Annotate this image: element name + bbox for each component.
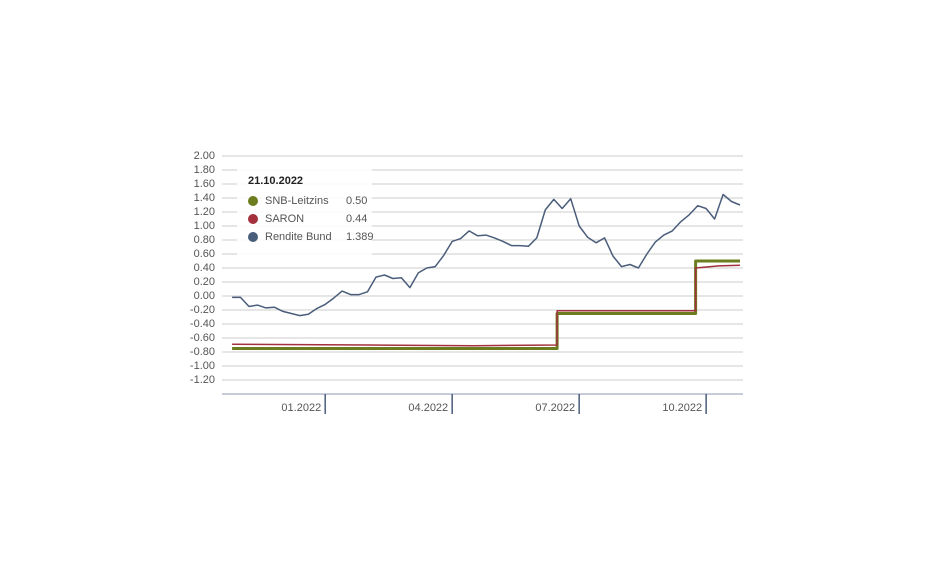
x-tick-label: 10.2022 [662, 402, 702, 414]
legend-value: 0.50 [346, 195, 367, 207]
series-line [232, 193, 741, 317]
y-tick-label: 1.20 [194, 206, 215, 218]
y-tick-label: 1.80 [194, 164, 215, 176]
legend-label: SARON [265, 213, 304, 225]
plot [232, 193, 741, 350]
legend-title: 21.10.2022 [248, 175, 303, 187]
y-tick-label: -0.20 [190, 304, 215, 316]
series-line [232, 259, 740, 350]
y-tick-label: 1.40 [194, 192, 215, 204]
legend-marker [248, 196, 258, 206]
y-tick-label: 0.40 [194, 262, 215, 274]
legend-label: Rendite Bund [265, 231, 332, 243]
y-tick-label: -0.40 [190, 318, 215, 330]
x-tick-label: 07.2022 [535, 402, 575, 414]
y-tick-label: 0.20 [194, 276, 215, 288]
y-tick-label: -0.60 [190, 332, 215, 344]
legend: 21.10.2022 SNB-Leitzins 0.50 SARON 0.44 Rend… [237, 165, 374, 260]
y-tick-label: 0.00 [194, 290, 215, 302]
y-tick-label: 2.00 [194, 150, 215, 162]
y-tick-label: 1.00 [194, 220, 215, 232]
y-tick-label: -0.80 [190, 346, 215, 358]
legend-box [237, 165, 372, 260]
legend-label: SNB-Leitzins [265, 195, 329, 207]
y-tick-label: 0.60 [194, 248, 215, 260]
y-tick-label: -1.20 [190, 374, 215, 386]
legend-marker [248, 232, 258, 242]
grid: -1.20 -1.00 -0.80 -0.60 -0.40 -0.20 0.00 0.20 0.… [190, 150, 743, 414]
y-tick-label: 0.80 [194, 234, 215, 246]
legend-value: 0.44 [346, 213, 367, 225]
x-tick-label: 01.2022 [281, 402, 321, 414]
y-tick-label: -1.00 [190, 360, 215, 372]
y-tick-label: 1.60 [194, 178, 215, 190]
x-tick-label: 04.2022 [408, 402, 448, 414]
series-line [232, 264, 741, 347]
legend-marker [248, 214, 258, 224]
legend-value: 1.389 [346, 231, 374, 243]
